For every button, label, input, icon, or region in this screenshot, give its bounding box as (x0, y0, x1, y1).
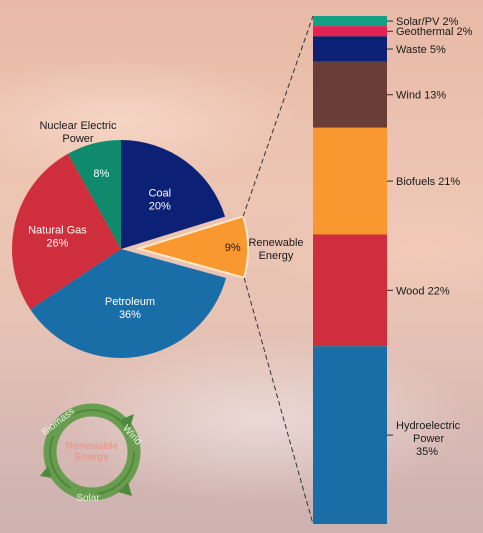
connector-lines (242, 15, 314, 525)
pie-label-nuclear-electric-power: Nuclear Electric Power (39, 120, 117, 145)
pie-value-label-nuclear-electric-power: 8% (93, 168, 109, 180)
bar-label-wind-13: Wind 13% (396, 90, 446, 102)
logo-center-text: Renewable Energy (66, 441, 119, 463)
connector-line-bottom (243, 277, 314, 525)
bar-label-solar-pv-2: Solar/PV 2% (396, 16, 459, 28)
bar-label-hydroelectric-power-35: Hydroelectric Power 35% (396, 420, 461, 458)
renewable-energy-logo: Biomass Wind Solar Renewable Energy (40, 403, 144, 504)
pie-label-natural-gas: Natural Gas 26% (28, 225, 87, 250)
bar-segment-wood-22 (313, 234, 387, 347)
bar-segment-wind-13 (313, 61, 387, 128)
bar-label-biofuels-21: Biofuels 21% (396, 176, 460, 188)
connector-line-top (242, 15, 314, 217)
logo-ring-word-solar: Solar (76, 493, 100, 504)
pie-label-renewable-energy: Renewable Energy (248, 237, 303, 262)
pie-value-label-renewable-energy: 9% (225, 242, 241, 254)
bar-segment-waste-5 (313, 36, 387, 62)
bar-segment-hydroelectric-power-35 (313, 346, 387, 524)
bar-label-geothermal-2: Geothermal 2% (396, 26, 473, 38)
pie-slice-renewable-energy (135, 215, 249, 279)
bar-label-waste-5: Waste 5% (396, 44, 446, 56)
bar-segment-solar-pv-2 (313, 16, 387, 27)
pie-label-petroleum: Petroleum 36% (105, 296, 155, 321)
pie-label-coal: Coal 20% (148, 187, 171, 212)
pie-slice-nuclear-electric-power (68, 140, 121, 249)
bar-label-wood-22: Wood 22% (396, 285, 450, 297)
pie-slice-petroleum (30, 249, 227, 358)
bar-segment-geothermal-2 (313, 26, 387, 37)
pie-chart: 9% Renewable Energy Coal 20% Petroleum 36% Natu… (11, 120, 304, 358)
stacked-bar-chart: Solar/PV 2%Geothermal 2% Waste 5% Wind 13%… (313, 16, 473, 524)
pie-slice-coal (121, 140, 226, 249)
bar-segment-biofuels-21 (313, 127, 387, 235)
pie-slice-natural-gas (11, 153, 121, 310)
